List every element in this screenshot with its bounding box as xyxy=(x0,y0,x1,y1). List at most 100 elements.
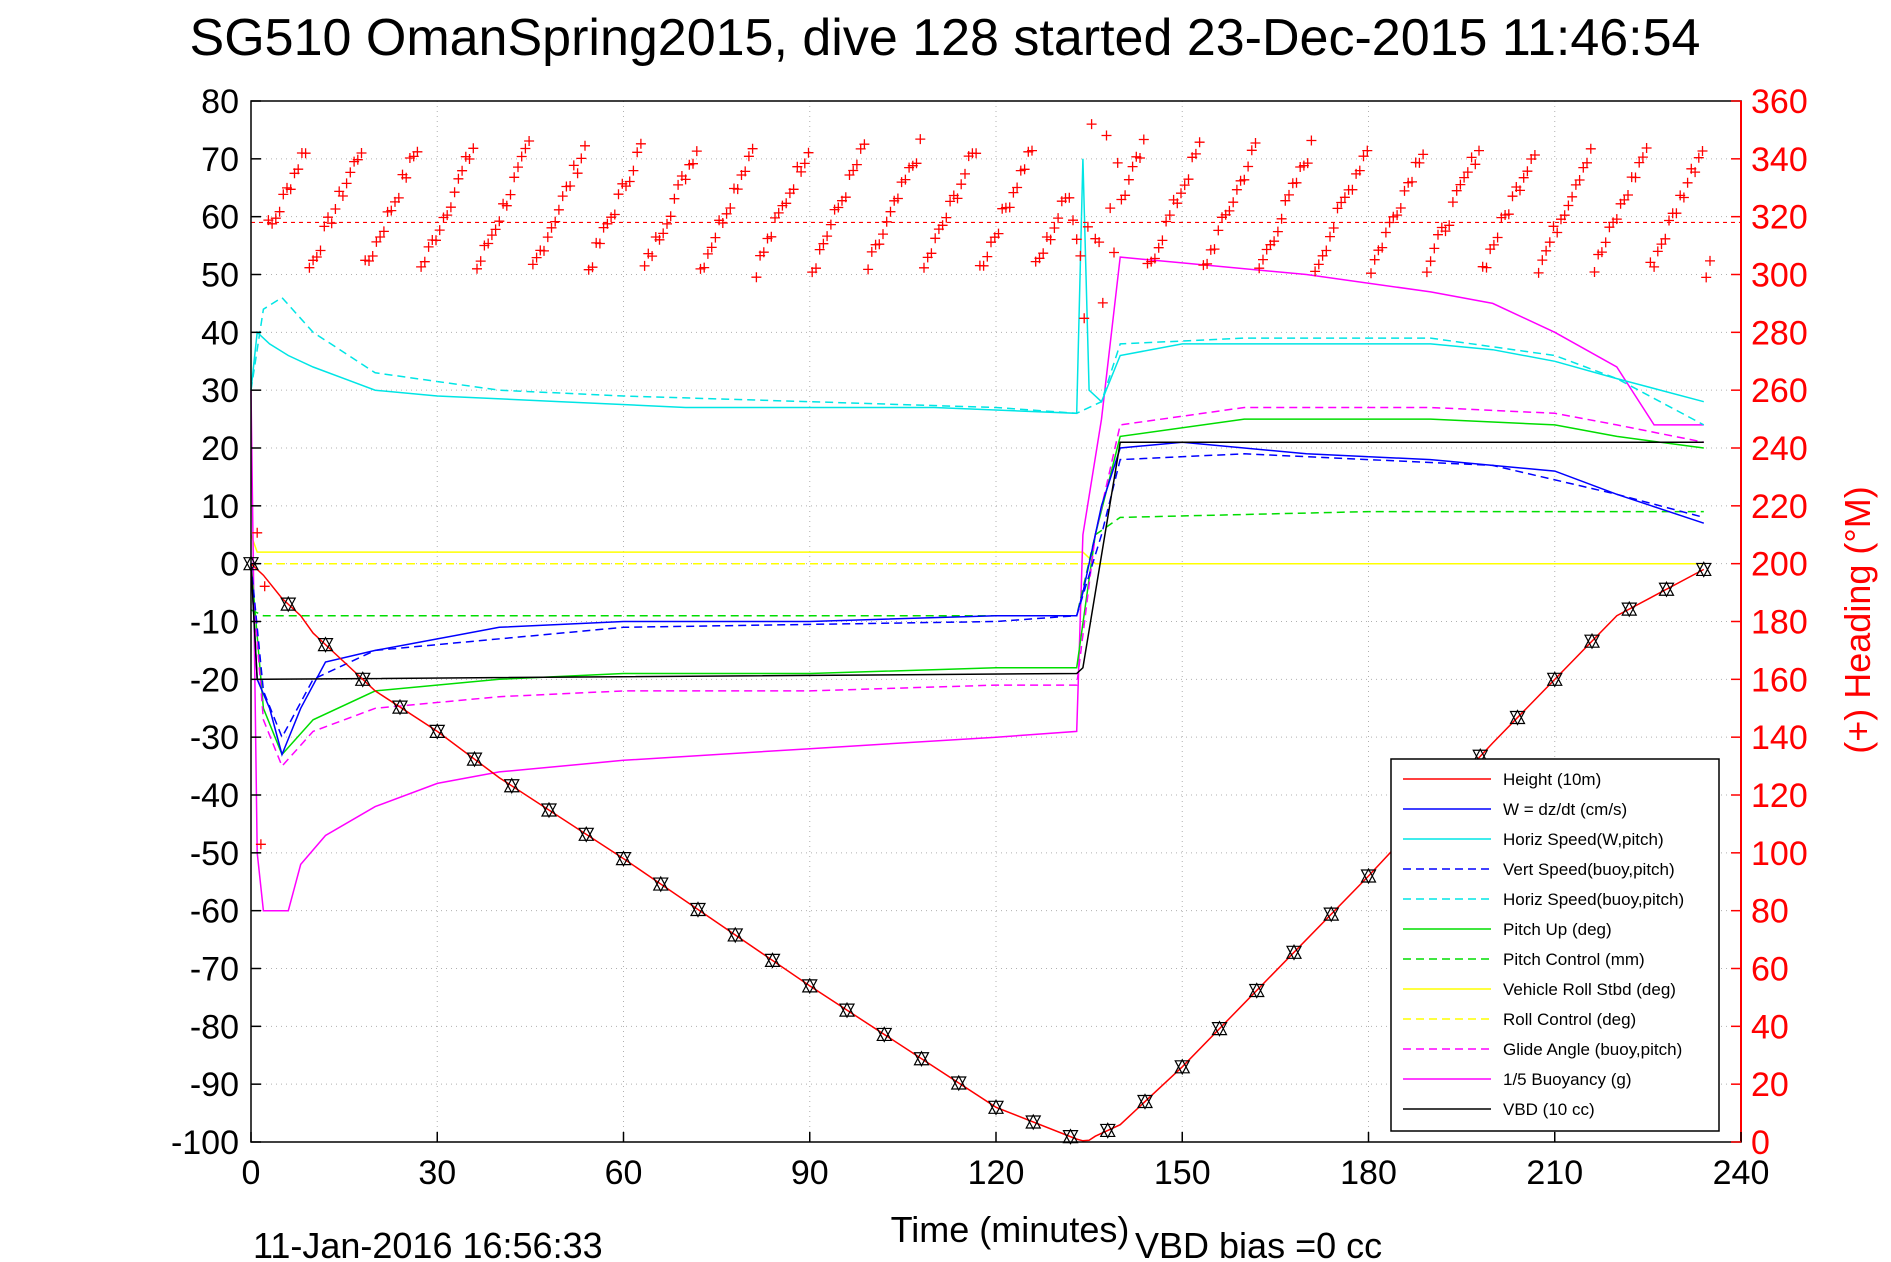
heading-point xyxy=(1272,226,1283,237)
height-marker xyxy=(615,852,632,867)
right-tick-label: 0 xyxy=(1751,1124,1770,1162)
heading-point xyxy=(1082,221,1093,232)
heading-point xyxy=(945,196,956,207)
heading-point xyxy=(721,208,732,219)
heading-point xyxy=(1302,158,1313,169)
heading-point xyxy=(345,167,356,178)
heading-point xyxy=(706,242,717,253)
heading-point xyxy=(300,148,311,159)
heading-point xyxy=(550,216,561,227)
heading-point xyxy=(323,212,333,223)
heading-point xyxy=(565,181,576,191)
heading-point xyxy=(285,184,296,195)
heading-point xyxy=(1075,250,1086,261)
heading-point xyxy=(1447,197,1458,208)
heading-point xyxy=(1474,145,1484,156)
y-tick-label: 70 xyxy=(201,141,239,179)
heading-point xyxy=(1611,214,1622,225)
heading-point xyxy=(740,166,751,177)
heading-point xyxy=(1291,177,1302,188)
legend: Height (10m) W = dz/dt (cm/s) Horiz Speed(… xyxy=(1390,758,1720,1132)
heading-point xyxy=(613,189,624,200)
heading-point xyxy=(267,218,278,229)
heading-point xyxy=(1649,261,1660,272)
right-tick-label: 320 xyxy=(1751,199,1808,237)
heading-point xyxy=(356,148,367,158)
heading-point xyxy=(1462,167,1473,178)
heading-point xyxy=(255,839,266,850)
heading-point xyxy=(1071,234,1082,245)
height-marker xyxy=(652,877,669,893)
heading-point xyxy=(1377,242,1388,253)
heading-point xyxy=(915,134,926,145)
heading-point xyxy=(1481,262,1492,273)
height-marker xyxy=(1509,710,1526,726)
heading-point xyxy=(1034,253,1045,264)
heading-point xyxy=(401,172,412,183)
height-marker xyxy=(1658,582,1675,598)
heading-point xyxy=(941,212,952,223)
y-tick-label: -40 xyxy=(190,777,239,815)
heading-point xyxy=(628,165,639,176)
heading-point xyxy=(274,206,285,217)
heading-point xyxy=(557,191,568,202)
right-tick-label: 240 xyxy=(1751,430,1808,468)
y-tick-label: 80 xyxy=(201,83,239,121)
heading-point xyxy=(1254,263,1265,274)
heading-point xyxy=(1548,221,1559,232)
right-axis-label: (+) Heading (°M) xyxy=(1837,486,1878,753)
heading-point xyxy=(874,239,885,250)
height-marker xyxy=(801,979,818,995)
heading-point xyxy=(442,210,453,221)
heading-point xyxy=(1440,226,1451,237)
height-marker xyxy=(913,1052,930,1067)
heading-point xyxy=(1209,244,1220,255)
heading-point xyxy=(639,260,650,271)
heading-point xyxy=(1425,256,1436,267)
heading-point xyxy=(1362,145,1373,156)
heading-point xyxy=(937,220,948,231)
x-tick-label: 210 xyxy=(1526,1154,1583,1192)
heading-point xyxy=(509,172,520,183)
heading-point xyxy=(516,151,527,162)
heading-point xyxy=(1313,259,1324,270)
heading-point xyxy=(1492,232,1503,243)
heading-point xyxy=(851,159,862,170)
heading-point xyxy=(270,213,281,224)
heading-point xyxy=(1004,202,1015,213)
heading-point xyxy=(1064,192,1075,203)
heading-point xyxy=(1038,248,1049,259)
height-marker xyxy=(1174,1060,1191,1076)
heading-point xyxy=(431,235,441,246)
height-marker xyxy=(540,803,558,819)
y-tick-label: -60 xyxy=(190,893,239,931)
heading-point xyxy=(1246,145,1257,156)
heading-point xyxy=(658,228,669,239)
heading-point xyxy=(1466,152,1477,163)
ticks: 0 30 60 90 120 150 180 210 24080706050403020100-… xyxy=(171,83,1808,1192)
heading-point xyxy=(1537,255,1548,266)
heading-point xyxy=(1306,135,1317,146)
heading-point xyxy=(926,248,937,259)
y-tick-label: -100 xyxy=(171,1124,239,1162)
heading-point xyxy=(1120,190,1131,201)
heading-point xyxy=(524,136,535,146)
heading-point xyxy=(1682,177,1693,188)
heading-point xyxy=(501,200,512,211)
heading-point xyxy=(725,203,736,213)
heading-point xyxy=(1660,233,1671,244)
heading-point xyxy=(930,233,941,244)
height-marker xyxy=(578,827,595,843)
heading-point xyxy=(1243,161,1254,172)
heading-point xyxy=(1172,198,1183,209)
heading-point xyxy=(732,184,743,195)
height-marker xyxy=(1248,983,1265,999)
series-line xyxy=(250,453,1704,739)
height-marker xyxy=(317,638,334,653)
heading-point xyxy=(1228,197,1239,208)
height-marker xyxy=(1360,869,1377,885)
heading-point xyxy=(472,263,482,274)
heading-point xyxy=(1634,157,1645,168)
heading-point xyxy=(1433,229,1443,240)
heading-point xyxy=(1086,119,1097,130)
